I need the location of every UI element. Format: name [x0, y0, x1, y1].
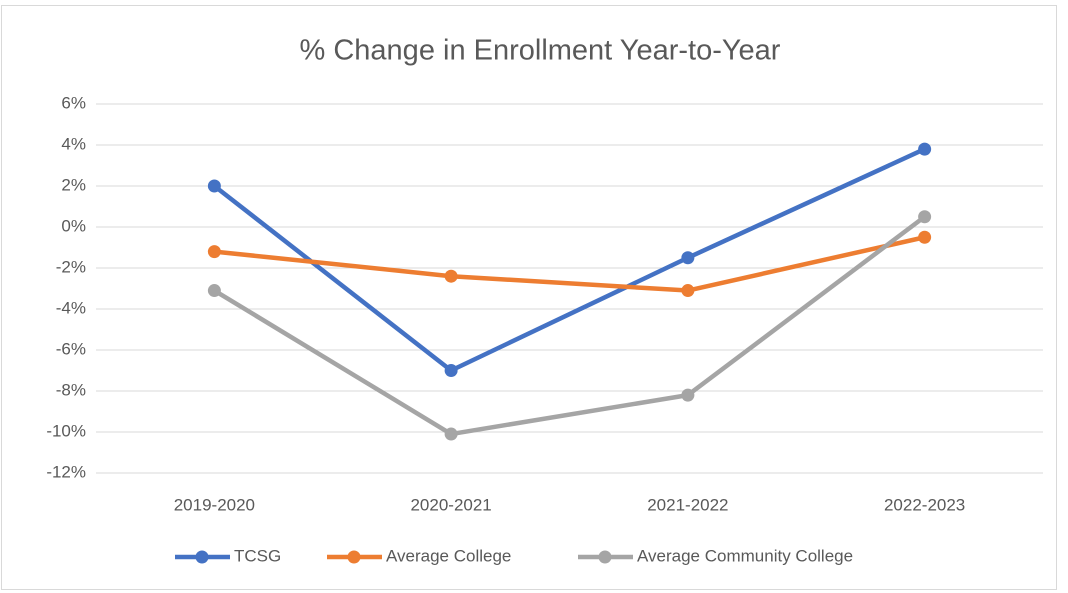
- x-tick-label: 2020-2021: [410, 495, 491, 514]
- y-tick-label: 4%: [61, 134, 86, 153]
- chart-title: % Change in Enrollment Year-to-Year: [300, 35, 781, 67]
- series-line: [212, 147, 926, 373]
- legend-marker: [195, 550, 209, 564]
- y-tick-label: -12%: [46, 462, 86, 481]
- chart-border: [1, 5, 1057, 590]
- y-tick-label: 6%: [61, 93, 86, 112]
- legend-label: TCSG: [234, 546, 281, 565]
- data-point: [681, 284, 695, 298]
- x-tick-label: 2019-2020: [174, 495, 255, 514]
- x-tick-label: 2022-2023: [884, 495, 965, 514]
- y-tick-label: -4%: [56, 298, 86, 317]
- data-point: [207, 245, 221, 259]
- y-tick-label: -6%: [56, 339, 86, 358]
- legend-marker: [598, 550, 612, 564]
- data-point: [444, 269, 458, 283]
- data-point: [918, 142, 932, 156]
- series-line: [214, 235, 926, 293]
- legend-label: Average Community College: [637, 546, 853, 565]
- data-point: [207, 179, 221, 193]
- y-tick-label: 0%: [61, 216, 86, 235]
- data-point: [918, 230, 932, 244]
- data-point: [207, 284, 221, 298]
- y-tick-label: -8%: [56, 380, 86, 399]
- data-point: [681, 388, 695, 402]
- x-tick-label: 2021-2022: [647, 495, 728, 514]
- data-point: [918, 210, 932, 224]
- legend-label: Average College: [386, 546, 511, 565]
- data-point: [444, 427, 458, 441]
- series-line: [213, 214, 926, 437]
- y-tick-label: -2%: [56, 257, 86, 276]
- y-tick-label: 2%: [61, 175, 86, 194]
- data-point: [444, 364, 458, 377]
- data-point: [681, 251, 695, 265]
- y-tick-label: -10%: [46, 421, 86, 440]
- legend-marker: [347, 550, 361, 564]
